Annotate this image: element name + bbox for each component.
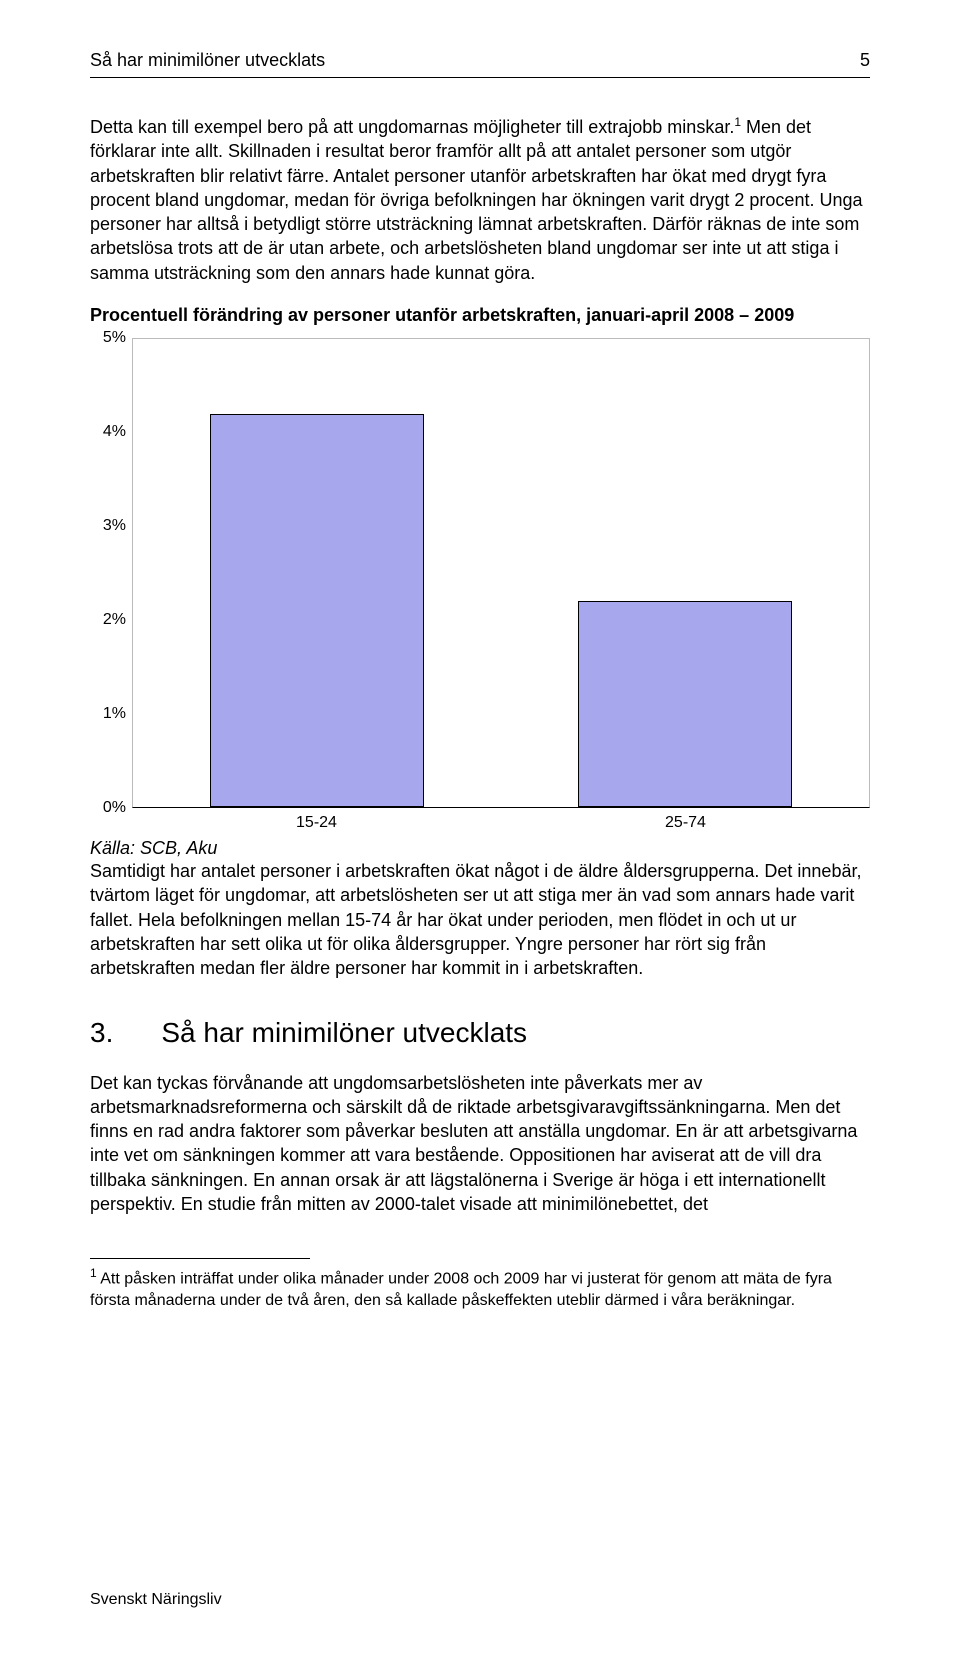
bar [578, 601, 791, 807]
page-header: Så har minimilöner utvecklats 5 [90, 50, 870, 78]
bar-chart: 0%1%2%3%4%5% 15-2425-74 [90, 338, 870, 832]
y-tick-label: 4% [103, 423, 126, 441]
page-footer: Svenskt Näringsliv [90, 1591, 222, 1609]
x-axis: 15-2425-74 [132, 814, 870, 832]
paragraph-intro: Detta kan till exempel bero på att ungdo… [90, 114, 870, 285]
paragraph-section-body: Det kan tyckas förvånande att ungdomsarb… [90, 1071, 870, 1217]
header-title: Så har minimilöner utvecklats [90, 50, 325, 71]
y-tick-label: 0% [103, 799, 126, 817]
footnote-rule [90, 1258, 310, 1259]
y-axis: 0%1%2%3%4%5% [90, 338, 132, 808]
section-heading: 3. Så har minimilöner utvecklats [90, 1017, 870, 1049]
plot-area [132, 338, 870, 808]
section-number: 3. [90, 1017, 113, 1049]
y-tick-label: 5% [103, 329, 126, 347]
x-tick-label: 25-74 [501, 814, 870, 832]
p1-part2: Men det förklarar inte allt. Skillnaden … [90, 117, 863, 283]
y-tick-label: 1% [103, 705, 126, 723]
footnote: 1 Att påsken inträffat under olika månad… [90, 1265, 870, 1312]
footnote-marker-inline: 1 [734, 115, 741, 129]
footnote-text: Att påsken inträffat under olika månader… [90, 1271, 832, 1310]
y-tick-label: 3% [103, 517, 126, 535]
chart-source: Källa: SCB, Aku [90, 838, 870, 859]
section-title: Så har minimilöner utvecklats [161, 1017, 527, 1049]
page-number: 5 [860, 50, 870, 71]
footnote-marker: 1 [90, 1266, 97, 1280]
x-tick-label: 15-24 [132, 814, 501, 832]
paragraph-after-chart: Samtidigt har antalet personer i arbetsk… [90, 859, 870, 980]
p1-part1: Detta kan till exempel bero på att ungdo… [90, 117, 734, 137]
bar [210, 414, 423, 807]
chart-title: Procentuell förändring av personer utanf… [90, 305, 870, 326]
y-tick-label: 2% [103, 611, 126, 629]
